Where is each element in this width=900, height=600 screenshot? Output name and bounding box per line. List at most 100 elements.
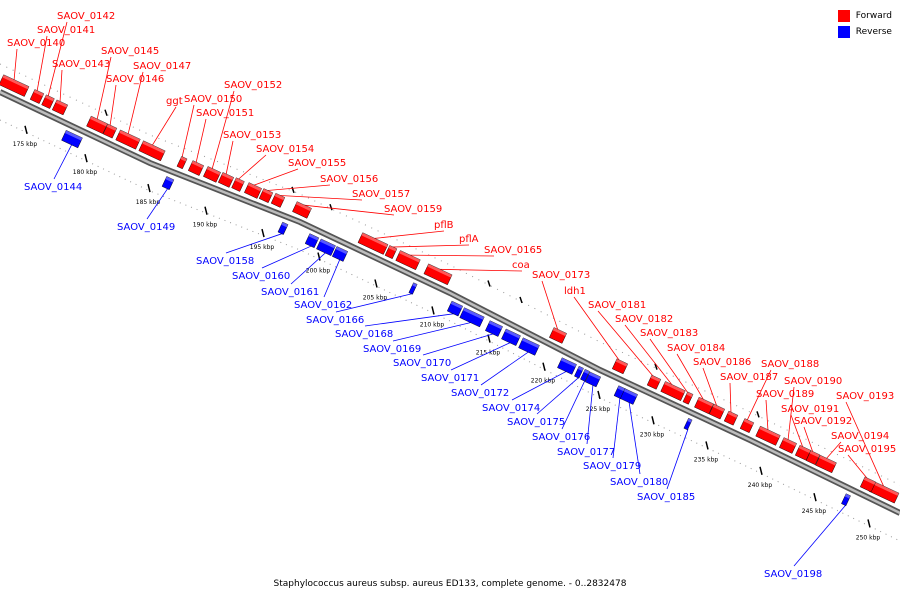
leader-saov-0181	[597, 310, 655, 378]
gene-block-saov-0182	[660, 381, 686, 401]
outer-tick	[487, 280, 491, 287]
leader-saov-0188	[746, 369, 772, 421]
gene-block-saov-0195	[859, 476, 877, 493]
gene-block-saov-0166	[408, 282, 418, 295]
gene-blocks	[0, 74, 900, 507]
gene-label-saov-0140: SAOV_0140	[7, 38, 65, 49]
leader-saov-0166	[335, 293, 414, 313]
leader-saov-0183	[649, 338, 689, 394]
gene-block-saov-0158	[277, 221, 289, 235]
gene-label-pflb: pflB	[434, 220, 454, 231]
gene-label-saov-0184: SAOV_0184	[667, 343, 725, 354]
gene-label-saov-0150: SAOV_0150	[184, 94, 242, 105]
gene-block-saov-0165	[395, 250, 421, 271]
leader-saov-0172	[480, 351, 530, 386]
gene-block-saov-0141	[29, 89, 45, 104]
gene-label-saov-0144: SAOV_0144	[24, 182, 82, 193]
gene-label-saov-0141: SAOV_0141	[37, 25, 95, 36]
gene-block-saov-0171	[501, 328, 521, 346]
tick-label-240-kbp: 240 kbp	[748, 482, 773, 489]
gene-block-saov-0145	[86, 115, 108, 134]
gene-block-saov-0174	[557, 357, 577, 375]
gene-label-saov-0194: SAOV_0194	[831, 431, 889, 442]
leader-ggt	[151, 106, 177, 146]
outer-tick	[756, 411, 760, 418]
gene-block-saov-0147	[115, 129, 141, 150]
gene-label-saov-0160: SAOV_0160	[232, 271, 290, 282]
backbone-inner	[0, 90, 900, 515]
gene-label-saov-0173: SAOV_0173	[532, 270, 590, 281]
gene-block-saov-0161	[316, 238, 336, 256]
leader-saov-0156	[265, 184, 331, 192]
outer-tick	[329, 203, 333, 211]
ruler-tick	[759, 466, 763, 476]
ruler-tick	[84, 154, 88, 163]
gene-block-saov-0142	[41, 94, 55, 109]
ruler-tick	[204, 206, 208, 215]
leader-saov-0191	[790, 414, 804, 448]
gene-block-saov-0169	[459, 307, 485, 328]
gene-block-saov-0173	[549, 327, 567, 344]
outer-tick	[654, 363, 658, 370]
gene-block-saov-0180	[620, 388, 638, 405]
gene-label-ggt: ggt	[166, 96, 183, 107]
leader-saov-0177	[586, 384, 594, 445]
leader-pflb	[372, 230, 445, 239]
gene-label-saov-0149: SAOV_0149	[117, 222, 175, 233]
leader-saov-0185	[666, 428, 689, 490]
leader-saov-0162	[323, 258, 341, 298]
leader-saov-0155	[252, 168, 299, 186]
gene-block-saov-0162	[331, 246, 349, 262]
leader-saov-0176	[561, 380, 586, 430]
leader-saov-0157	[277, 194, 363, 201]
gene-block-saov-0154	[231, 177, 245, 192]
leader-saov-0143	[59, 69, 63, 103]
gene-block-saov-0157	[270, 192, 286, 208]
tick-label-205-kbp: 205 kbp	[363, 295, 388, 302]
ruler-tick	[147, 183, 151, 193]
ruler-tick	[542, 362, 546, 371]
leader-saov-0168	[364, 313, 456, 327]
gene-label-saov-0168: SAOV_0168	[335, 329, 393, 340]
leader-saov-0173	[541, 280, 559, 331]
outer-tick	[104, 109, 108, 116]
gene-label-saov-0176: SAOV_0176	[532, 432, 590, 443]
ruler-tick	[651, 416, 655, 425]
outer-tick	[519, 296, 523, 304]
outer-tick	[291, 186, 295, 194]
leader-saov-0170	[422, 333, 495, 356]
leader-saov-0195	[847, 454, 869, 480]
ruler-tick	[431, 306, 435, 315]
leader-saov-0140	[13, 48, 18, 81]
legend-reverse-label: Reverse	[855, 27, 892, 37]
gene-label-saov-0156: SAOV_0156	[320, 174, 378, 185]
gene-block-saov-0159	[292, 201, 312, 219]
gene-label-saov-0172: SAOV_0172	[451, 388, 509, 399]
leader-saov-0145	[96, 56, 112, 121]
gene-block-saov-0190	[779, 437, 797, 454]
leader-saov-0194	[825, 441, 842, 460]
gene-block-saov-0194	[815, 454, 837, 474]
leader-saov-0190	[787, 386, 795, 441]
gene-label-saov-0179: SAOV_0179	[583, 461, 641, 472]
ruler-tick	[867, 519, 871, 528]
tick-label-220-kbp: 220 kbp	[531, 378, 556, 385]
leader-saov-0189	[765, 399, 769, 431]
leader-saov-0144	[53, 143, 73, 180]
gene-block-saov-0160	[304, 233, 320, 249]
gene-label-saov-0198: SAOV_0198	[764, 569, 822, 580]
leader-saov-0149	[146, 187, 169, 220]
leader-saov-0165	[407, 254, 495, 257]
gene-label-ldh1: ldh1	[564, 286, 586, 297]
gene-label-saov-0188: SAOV_0188	[761, 359, 819, 370]
leader-saov-0171	[450, 341, 512, 371]
gene-label-saov-0189: SAOV_0189	[756, 389, 814, 400]
gene-label-saov-0191: SAOV_0191	[781, 404, 839, 415]
ruler-tick	[487, 334, 491, 343]
gene-block-saov-0189	[755, 425, 781, 446]
gene-block-saov-0175	[574, 365, 584, 379]
gene-block-saov-0181	[646, 374, 662, 390]
ruler-tick	[24, 125, 28, 135]
gene-label-saov-0161: SAOV_0161	[261, 287, 319, 298]
